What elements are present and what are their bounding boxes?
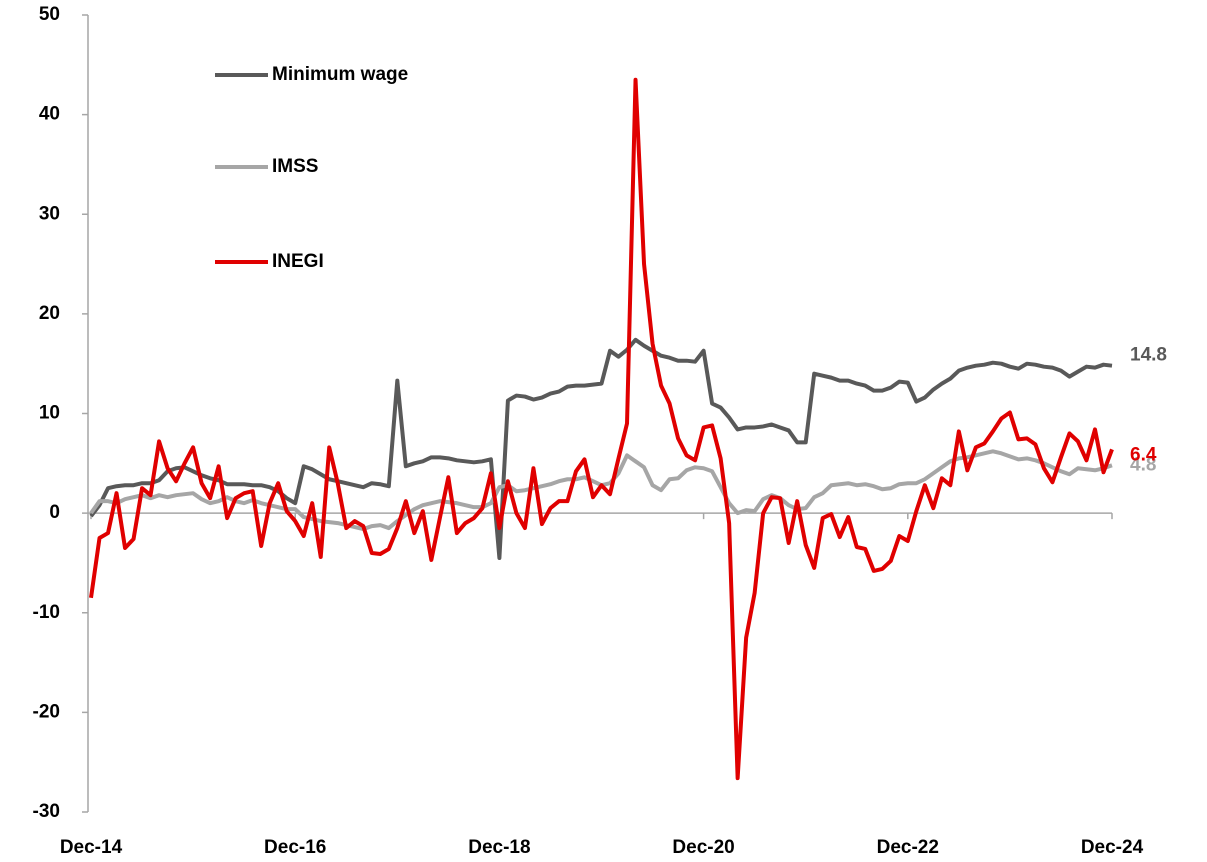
y-tick-label: 30 bbox=[39, 203, 60, 224]
x-tick-label: Dec-14 bbox=[60, 837, 123, 858]
value-label: 14.8 bbox=[1130, 345, 1167, 366]
series-line bbox=[89, 77, 1114, 781]
series-line bbox=[89, 449, 1113, 532]
y-tick-label: 0 bbox=[49, 502, 60, 523]
y-tick-label: 10 bbox=[39, 403, 60, 424]
y-tick-label: -30 bbox=[33, 801, 60, 822]
x-tick-label: Dec-24 bbox=[1081, 837, 1144, 858]
x-tick-label: Dec-22 bbox=[877, 837, 939, 858]
legend-label: INEGI bbox=[272, 251, 324, 272]
x-tick-label: Dec-16 bbox=[264, 837, 326, 858]
y-tick-label: 40 bbox=[39, 104, 60, 125]
legend-label: Minimum wage bbox=[272, 64, 408, 85]
x-tick-label: Dec-18 bbox=[468, 837, 530, 858]
value-label: 4.8 bbox=[1130, 454, 1156, 475]
y-tick-label: -20 bbox=[33, 701, 60, 722]
y-tick-label: 50 bbox=[39, 4, 60, 25]
value-label: 6.4 bbox=[1130, 444, 1157, 465]
y-tick-label: 20 bbox=[39, 303, 60, 324]
x-tick-label: Dec-20 bbox=[672, 837, 734, 858]
series-line bbox=[89, 337, 1113, 560]
legend-label: IMSS bbox=[272, 156, 318, 177]
y-tick-label: -10 bbox=[33, 602, 60, 623]
